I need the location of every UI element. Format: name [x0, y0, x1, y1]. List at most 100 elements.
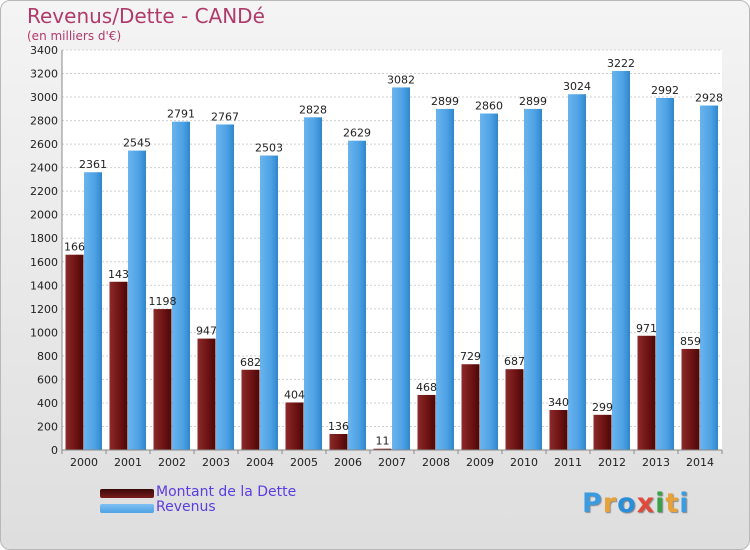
label-dette-2005: 404	[284, 388, 305, 401]
y-tick-label: 1000	[30, 326, 58, 339]
chart-subtitle: (en milliers d'€)	[27, 29, 122, 43]
bar-revenus-2001	[128, 150, 146, 450]
bar-dette-2000	[65, 254, 84, 450]
chart-title: Revenus/Dette - CANDé	[27, 4, 265, 28]
logo-letter: x	[636, 488, 656, 519]
x-tick-label-2008: 2008	[422, 456, 450, 469]
x-tick-label-2000: 2000	[70, 456, 98, 469]
legend-label-dette: Montant de la Dette	[156, 484, 297, 500]
label-dette-2007: 11	[376, 435, 390, 448]
y-tick-label: 3400	[30, 44, 58, 57]
bar-dette-2011	[549, 410, 568, 450]
y-tick-label: 400	[37, 397, 58, 410]
label-revenus-2012: 3222	[607, 57, 635, 70]
bar-dette-2009	[461, 364, 480, 450]
label-revenus-2007: 3082	[387, 73, 415, 86]
y-tick-label: 2600	[30, 138, 58, 151]
x-tick-label-2006: 2006	[334, 456, 362, 469]
label-dette-2004: 682	[240, 356, 261, 369]
label-revenus-2002: 2791	[167, 108, 195, 121]
x-tick-label-2010: 2010	[510, 456, 538, 469]
bar-dette-2003	[197, 338, 216, 450]
x-tick-label-2005: 2005	[290, 456, 318, 469]
label-revenus-2009: 2860	[475, 100, 503, 113]
label-revenus-2011: 3024	[563, 80, 591, 93]
label-revenus-2005: 2828	[299, 103, 327, 116]
logo-letter: P	[582, 488, 603, 519]
x-tick-label-2004: 2004	[246, 456, 274, 469]
label-revenus-2000: 2361	[79, 158, 107, 171]
bar-revenus-2012	[612, 70, 630, 451]
bar-dette-2007	[373, 448, 392, 450]
y-tick-label: 0	[51, 444, 58, 457]
bar-dette-2008	[417, 394, 436, 450]
bar-revenus-2006	[348, 140, 366, 451]
logo-letter: t	[665, 488, 680, 519]
x-tick-label-2001: 2001	[114, 456, 142, 469]
label-dette-2006: 136	[328, 420, 349, 433]
bar-dette-2010	[505, 369, 524, 450]
label-dette-2008: 468	[416, 381, 437, 394]
label-revenus-2014: 2928	[695, 92, 723, 105]
label-revenus-2010: 2899	[519, 95, 547, 108]
legend-swatch-dette	[100, 489, 154, 498]
label-revenus-2001: 2545	[123, 137, 151, 150]
y-tick-label: 800	[37, 350, 58, 363]
bar-dette-2013	[637, 335, 656, 450]
bar-revenus-2008	[436, 108, 454, 451]
y-tick-label: 1600	[30, 256, 58, 269]
label-dette-2009: 729	[460, 350, 481, 363]
y-tick-label: 1200	[30, 303, 58, 316]
label-revenus-2004: 2503	[255, 142, 283, 155]
logo-letter: o	[617, 488, 637, 519]
y-tick-label: 2200	[30, 185, 58, 198]
y-tick-label: 600	[37, 373, 58, 386]
label-dette-2013: 971	[636, 322, 657, 335]
label-dette-2001: 143	[108, 268, 129, 281]
bar-revenus-2007	[392, 87, 410, 450]
x-tick-label-2011: 2011	[554, 456, 582, 469]
legend-swatch-revenus	[100, 504, 154, 513]
bar-revenus-2000	[84, 172, 102, 450]
label-dette-2012: 299	[592, 401, 613, 414]
label-revenus-2003: 2767	[211, 110, 239, 123]
bar-revenus-2005	[304, 117, 322, 450]
label-revenus-2008: 2899	[431, 95, 459, 108]
x-tick-label-2014: 2014	[686, 456, 714, 469]
bar-dette-2012	[593, 414, 612, 450]
x-tick-label-2012: 2012	[598, 456, 626, 469]
label-revenus-2013: 2992	[651, 84, 679, 97]
bar-dette-2005	[285, 402, 304, 450]
bar-dette-2006	[329, 434, 348, 450]
label-dette-2014: 859	[680, 335, 701, 348]
y-tick-label: 2400	[30, 162, 58, 175]
x-tick-label-2002: 2002	[158, 456, 186, 469]
logo-letter: i	[679, 488, 690, 519]
bar-revenus-2013	[656, 98, 674, 450]
label-dette-2011: 340	[548, 396, 569, 409]
logo-letter: i	[655, 488, 666, 519]
legend-label-revenus: Revenus	[156, 499, 216, 515]
y-tick-label: 200	[37, 420, 58, 433]
x-tick-label-2009: 2009	[466, 456, 494, 469]
label-dette-2010: 687	[504, 355, 525, 368]
bar-revenus-2004	[260, 155, 278, 450]
proxiti-logo: Proxiti	[582, 488, 690, 519]
y-tick-label: 1400	[30, 279, 58, 292]
bar-dette-2002	[153, 309, 172, 450]
y-tick-label: 2000	[30, 209, 58, 222]
y-tick-label: 3000	[30, 91, 58, 104]
bar-revenus-2009	[480, 113, 498, 450]
bar-revenus-2003	[216, 124, 234, 451]
y-tick-label: 2800	[30, 115, 58, 128]
label-dette-2000: 166	[64, 241, 85, 254]
y-tick-label: 1800	[30, 232, 58, 245]
bar-revenus-2010	[524, 108, 542, 451]
label-dette-2003: 947	[196, 325, 217, 338]
label-revenus-2006: 2629	[343, 127, 371, 140]
bar-dette-2014	[681, 348, 700, 450]
bar-revenus-2014	[700, 105, 718, 450]
y-tick-label: 3200	[30, 68, 58, 81]
x-tick-label-2003: 2003	[202, 456, 230, 469]
